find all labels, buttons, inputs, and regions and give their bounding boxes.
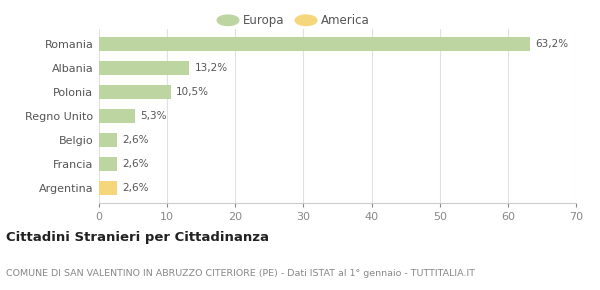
Text: 13,2%: 13,2% <box>194 63 227 73</box>
Text: 5,3%: 5,3% <box>140 111 167 121</box>
Text: COMUNE DI SAN VALENTINO IN ABRUZZO CITERIORE (PE) - Dati ISTAT al 1° gennaio - T: COMUNE DI SAN VALENTINO IN ABRUZZO CITER… <box>6 269 475 278</box>
Bar <box>99 37 530 51</box>
Bar <box>99 181 117 195</box>
Text: 2,6%: 2,6% <box>122 135 149 145</box>
Text: 2,6%: 2,6% <box>122 159 149 169</box>
Text: Cittadini Stranieri per Cittadinanza: Cittadini Stranieri per Cittadinanza <box>6 231 269 244</box>
Bar <box>99 109 135 123</box>
Bar <box>99 157 117 171</box>
Bar <box>99 133 117 147</box>
Text: Europa: Europa <box>243 14 284 27</box>
Text: 2,6%: 2,6% <box>122 183 149 193</box>
Bar <box>99 61 189 75</box>
Text: 63,2%: 63,2% <box>535 39 568 49</box>
Text: America: America <box>321 14 370 27</box>
Bar <box>99 85 170 99</box>
Text: 10,5%: 10,5% <box>176 87 209 97</box>
